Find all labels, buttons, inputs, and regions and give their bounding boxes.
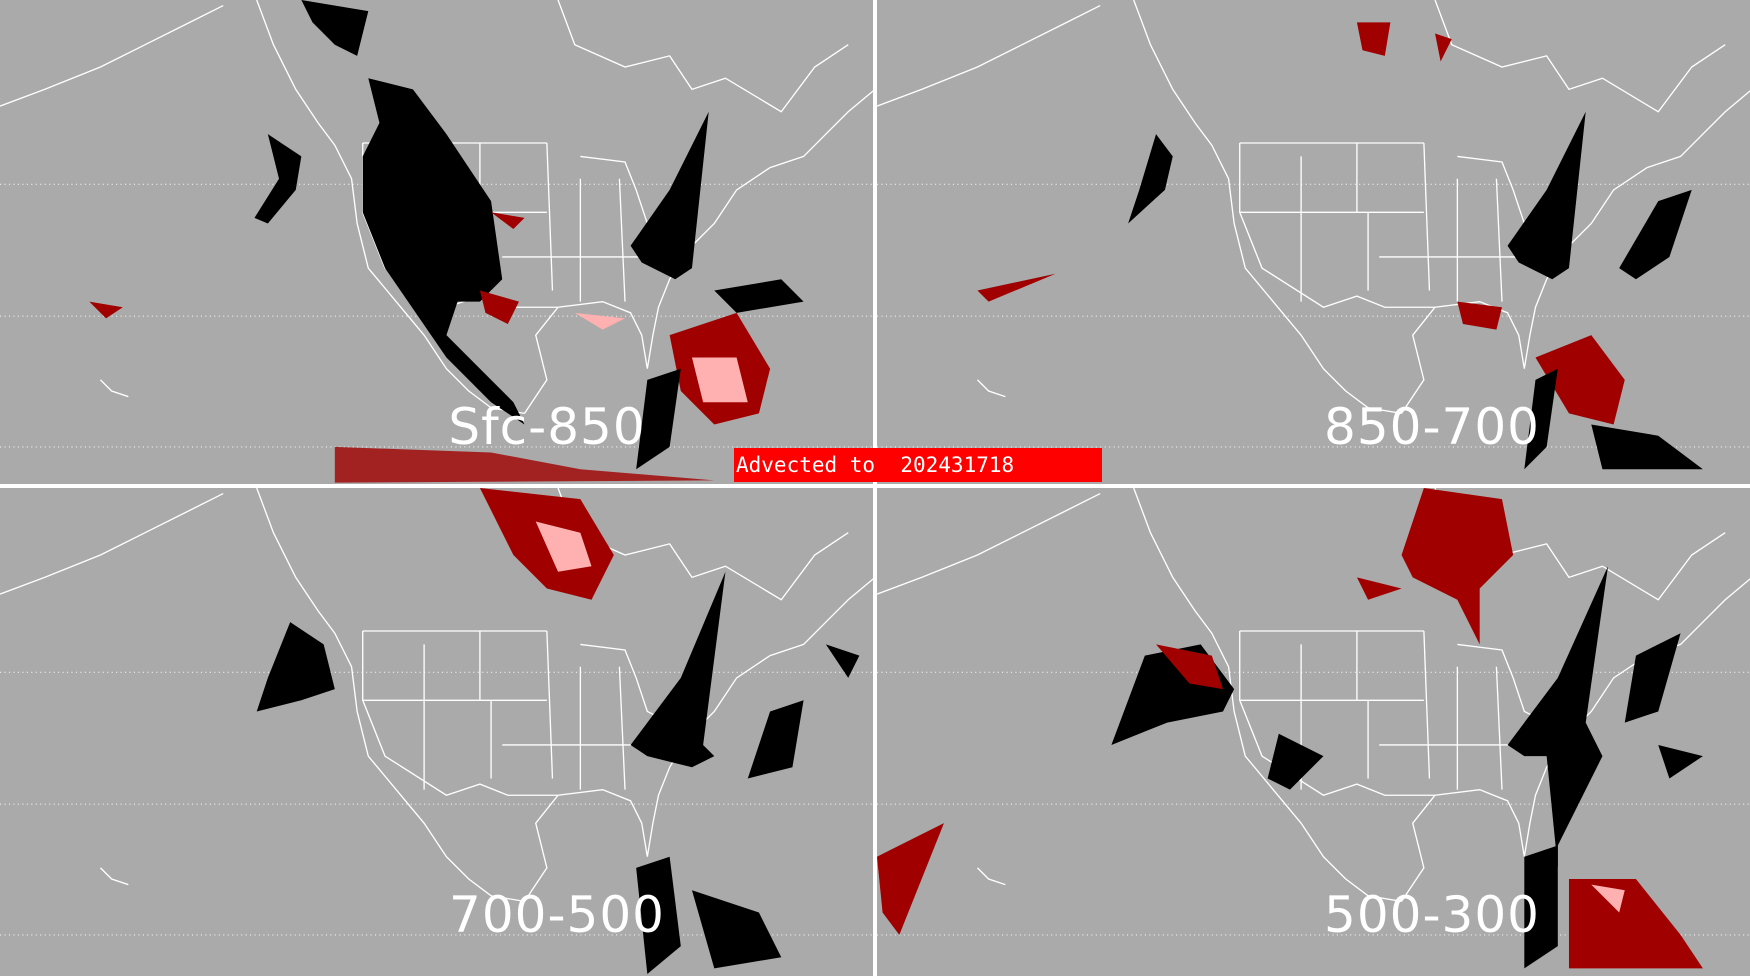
map-sfc-850 [0, 0, 875, 483]
horizontal-divider [0, 484, 1750, 488]
map-700-500 [0, 488, 875, 974]
panel-850-700: 850-700 [877, 0, 1750, 486]
vertical-divider [873, 0, 877, 976]
map-500-300 [877, 488, 1750, 969]
panel-label: Sfc-850 [448, 398, 646, 456]
panel-700-500: 700-500 [0, 488, 875, 974]
panel-500-300: 500-300 [877, 488, 1750, 974]
panel-label: 700-500 [449, 886, 665, 944]
panel-sfc-850: Sfc-850 [0, 0, 875, 486]
map-850-700 [877, 0, 1750, 470]
panel-label: 500-300 [1324, 886, 1540, 944]
advection-time-banner: Advected to 202431718 [734, 448, 1102, 482]
panel-label: 850-700 [1324, 398, 1540, 456]
